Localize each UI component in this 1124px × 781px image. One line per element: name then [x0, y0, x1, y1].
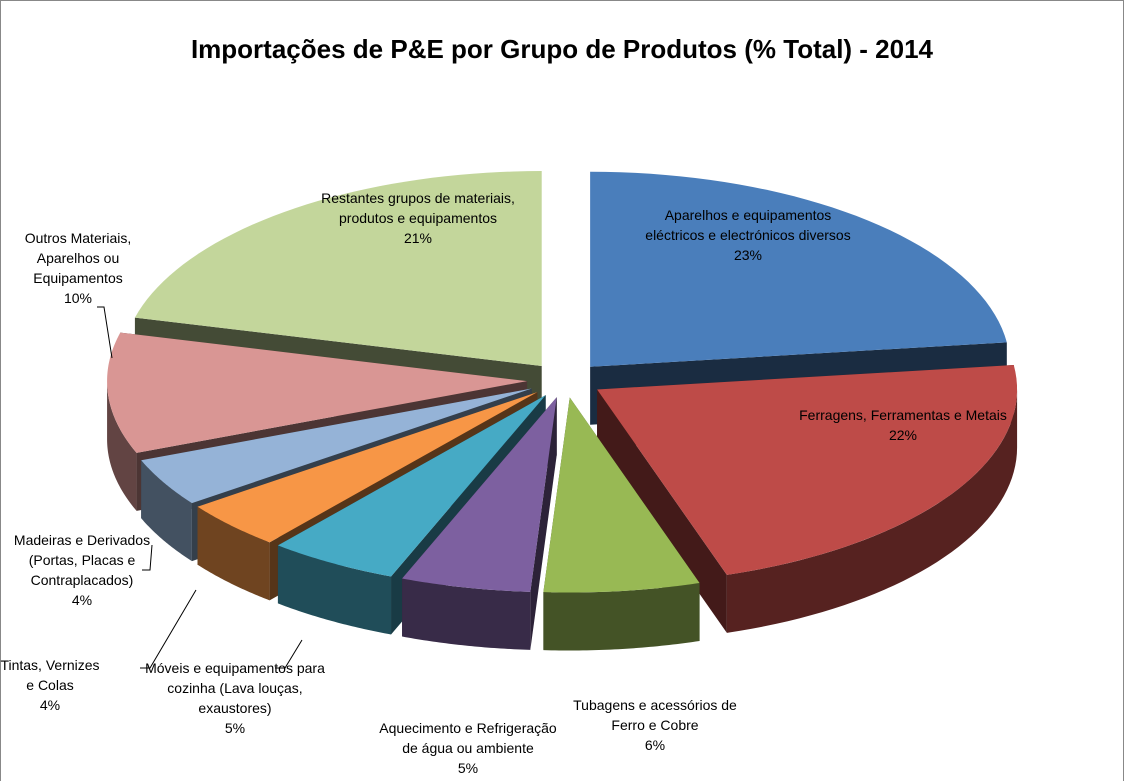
slice-wall [107, 381, 137, 511]
slice [590, 171, 1007, 367]
data-label: Tubagens e acessórios de Ferro e Cobre 6% [555, 695, 755, 755]
value-label: 4% [71, 592, 93, 608]
category-label: Tintas, Vernizes e Colas [0, 657, 100, 693]
slice-wall [197, 506, 270, 601]
slice [402, 397, 557, 592]
category-label: Ferragens, Ferramentas e Metais [799, 407, 1007, 423]
category-label: Aparelhos e equipamentos eléctricos e el… [645, 207, 851, 243]
slice-wall [402, 578, 531, 650]
leader-line [140, 589, 197, 669]
leader-line [275, 639, 303, 669]
slice [197, 392, 538, 543]
data-label: Madeiras e Derivados (Portas, Placas e C… [7, 530, 157, 610]
category-label: Aquecimento e Refrigeração de água ou am… [379, 720, 557, 756]
leader-lines [97, 306, 303, 669]
data-label: Tintas, Vernizes e Colas 4% [0, 655, 100, 715]
data-label: Aquecimento e Refrigeração de água ou am… [373, 718, 563, 778]
slice [543, 397, 700, 593]
slice [277, 395, 546, 577]
slice-wall [141, 460, 192, 562]
value-label: 6% [644, 737, 666, 753]
data-label: Móveis e equipamentos para cozinha (Lava… [145, 658, 325, 738]
value-label: 10% [63, 290, 93, 306]
leader-line [142, 544, 153, 571]
slice [597, 365, 1018, 575]
value-label: 5% [224, 720, 246, 736]
category-label: Madeiras e Derivados (Portas, Placas e C… [13, 532, 151, 588]
pie [107, 171, 1018, 651]
category-label: Restantes grupos de materiais, produtos … [321, 190, 515, 226]
data-label: Restantes grupos de materiais, produtos … [318, 188, 518, 248]
data-label: Outros Materiais, Aparelhos ou Equipamen… [3, 228, 153, 308]
slice-side [597, 389, 727, 633]
value-label: 4% [39, 697, 61, 713]
value-label: 23% [733, 247, 763, 263]
data-label: Ferragens, Ferramentas e Metais 22% [798, 405, 1008, 445]
slice-wall [543, 582, 700, 651]
slice [141, 388, 532, 504]
leader-line [97, 306, 113, 359]
chart-title: Importações de P&E por Grupo de Produtos… [190, 34, 934, 64]
slice [134, 171, 542, 367]
slice-wall [277, 545, 392, 635]
value-label: 22% [888, 427, 918, 443]
slice [107, 332, 528, 453]
data-label: Aparelhos e equipamentos eléctricos e el… [638, 205, 858, 265]
category-label: Outros Materiais, Aparelhos ou Equipamen… [24, 230, 132, 286]
value-label: 5% [457, 760, 479, 776]
slice-wall [726, 389, 1018, 633]
category-label: Móveis e equipamentos para cozinha (Lava… [145, 660, 325, 716]
value-label: 21% [403, 230, 433, 246]
category-label: Tubagens e acessórios de Ferro e Cobre [573, 697, 737, 733]
